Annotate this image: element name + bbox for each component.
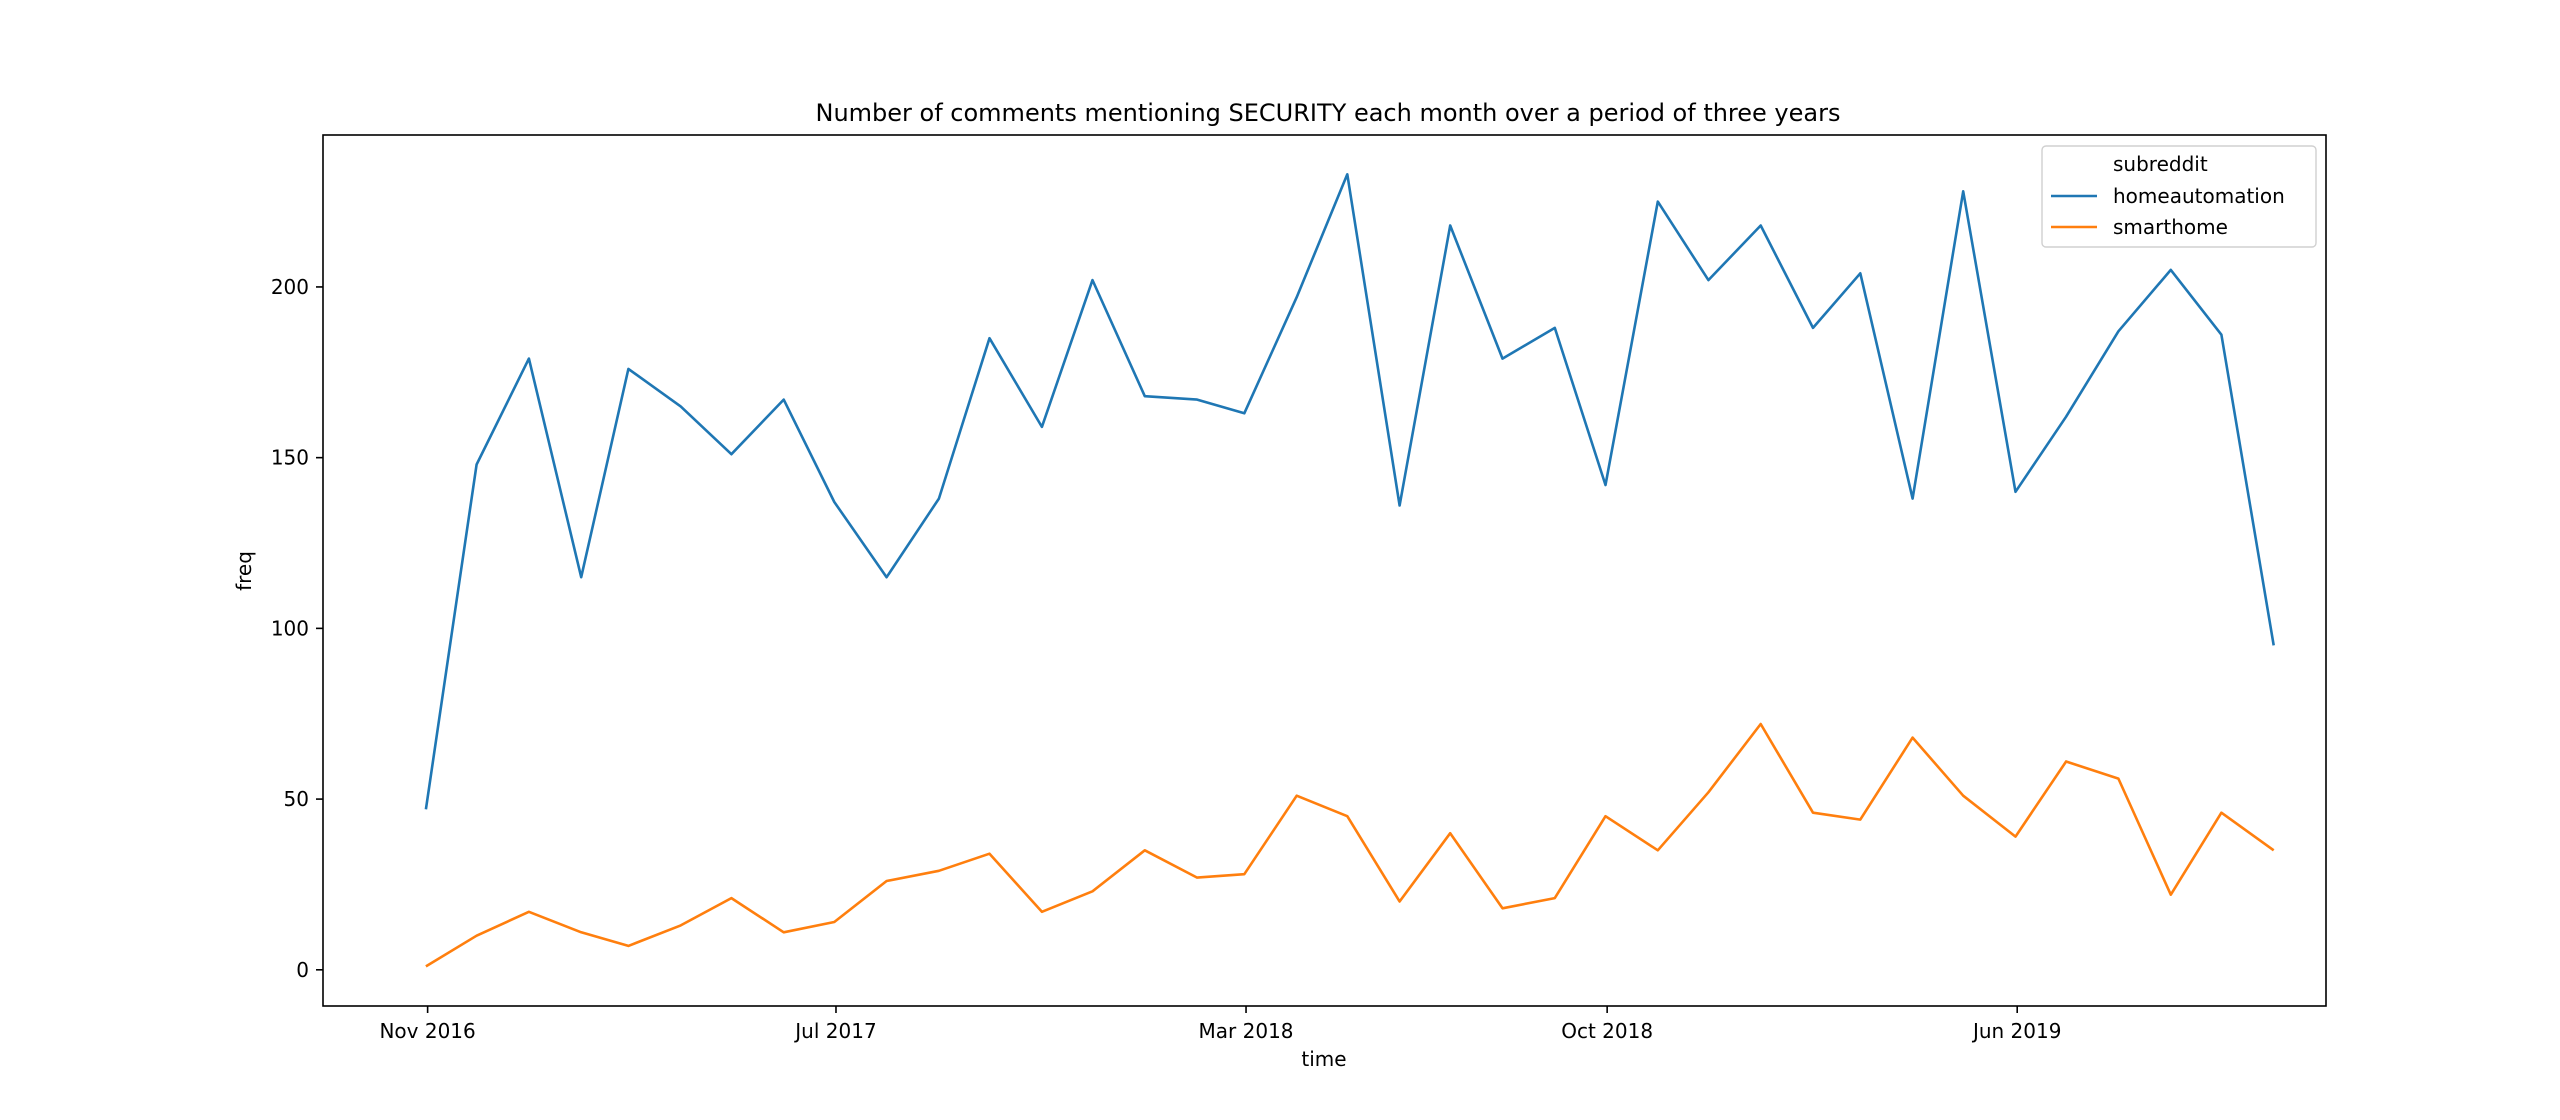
x-axis-label: time [1301, 1047, 1346, 1071]
series-line-smarthome [425, 722, 2275, 968]
legend-box [2041, 145, 2317, 248]
x-axis: Nov 2016 Jul 2017 Mar 2018 Oct 2018 Jun 2019 [379, 1006, 2061, 1043]
y-tick-label: 200 [271, 275, 309, 299]
plot-area [323, 135, 2326, 1006]
x-tick-label: Nov 2016 [379, 1019, 475, 1043]
chart-title: Number of comments mentioning SECURITY e… [816, 99, 1841, 127]
plot-frame [322, 134, 2327, 1007]
legend-label-smarthome: smarthome [2113, 215, 2228, 239]
y-tick-label: 50 [284, 787, 309, 811]
y-axis: 0 50 100 150 200 [271, 275, 323, 982]
series-lines [424, 173, 2275, 968]
legend-title: subreddit [2113, 152, 2208, 176]
y-axis-label: freq [232, 551, 256, 591]
y-tick-label: 100 [271, 616, 309, 640]
x-tick-label: Oct 2018 [1561, 1019, 1653, 1043]
y-tick-label: 150 [271, 446, 309, 470]
series-line-homeautomation [424, 173, 2275, 810]
x-tick-label: Jun 2019 [1971, 1019, 2062, 1043]
legend-label-homeautomation: homeautomation [2113, 184, 2285, 208]
x-tick-label: Mar 2018 [1199, 1019, 1294, 1043]
x-tick-label: Jul 2017 [793, 1019, 876, 1043]
legend: subreddit homeautomation smarthome [2041, 145, 2317, 248]
y-tick-label: 0 [296, 958, 309, 982]
